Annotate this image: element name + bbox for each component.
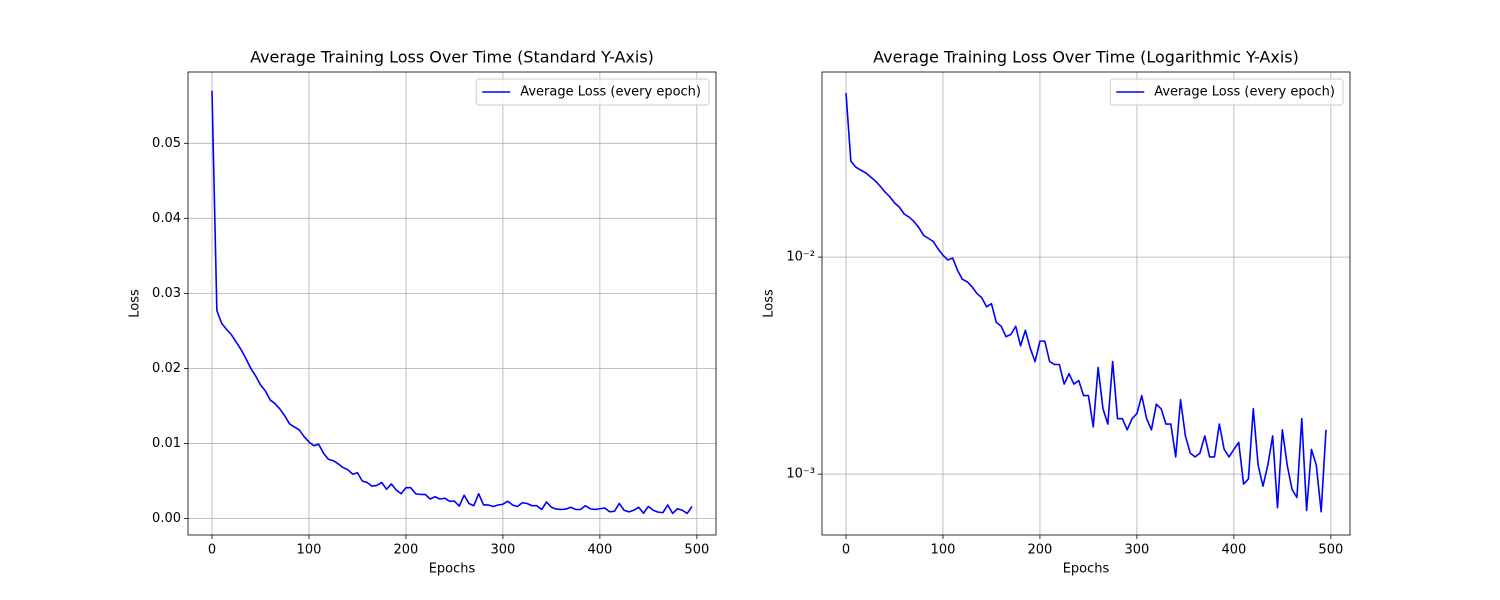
y-axis-label: Loss [128, 289, 143, 318]
axes-frame [821, 71, 1351, 536]
plot-area [845, 93, 1327, 513]
legend: Average Loss (every epoch) [475, 78, 710, 106]
x-tick-label: 100 [931, 543, 956, 558]
chart: 0 100 200 300 400 500 0.00 0.01 0.02 0.03 0.04 0.05… [128, 48, 717, 577]
legend-label: Average Loss (every epoch) [520, 85, 701, 100]
y-tick-label: 0.01 [152, 436, 181, 451]
loss-line [845, 93, 1327, 513]
axes-frame [187, 71, 717, 536]
y-tick-label: 0.00 [152, 511, 181, 526]
y-tick-label: 0.03 [152, 286, 181, 301]
y-tick-label: 10⁻² [786, 250, 815, 265]
x-tick-label: 0 [842, 543, 850, 558]
chart-title: Average Training Loss Over Time (Logarit… [873, 48, 1299, 67]
x-axis-label: Epochs [1063, 562, 1110, 577]
x-tick-label: 200 [1028, 543, 1053, 558]
x-tick-label: 500 [684, 543, 709, 558]
x-tick-label: 200 [394, 543, 419, 558]
x-tick-label: 300 [490, 543, 515, 558]
legend-label: Average Loss (every epoch) [1154, 85, 1335, 100]
y-tick-label: 0.04 [152, 211, 181, 226]
x-tick-label: 100 [297, 543, 322, 558]
y-tick-label: 0.02 [152, 361, 181, 376]
loss-line [211, 90, 693, 515]
chart: 0 100 200 300 400 500 10⁻³ 10⁻² Average Training… [762, 48, 1351, 577]
chart-title: Average Training Loss Over Time (Standar… [250, 48, 654, 67]
legend: Average Loss (every epoch) [1109, 78, 1344, 106]
y-tick-label: 0.05 [152, 136, 181, 151]
x-tick-label: 0 [208, 543, 216, 558]
x-axis-label: Epochs [429, 562, 476, 577]
x-tick-label: 400 [1221, 543, 1246, 558]
x-tick-label: 300 [1124, 543, 1149, 558]
legend-frame [1109, 78, 1344, 106]
legend-frame [475, 78, 710, 106]
y-tick-label: 10⁻³ [786, 467, 815, 482]
plot-area [211, 90, 693, 515]
x-tick-label: 400 [587, 543, 612, 558]
x-tick-label: 500 [1318, 543, 1343, 558]
y-axis-label: Loss [762, 289, 777, 318]
